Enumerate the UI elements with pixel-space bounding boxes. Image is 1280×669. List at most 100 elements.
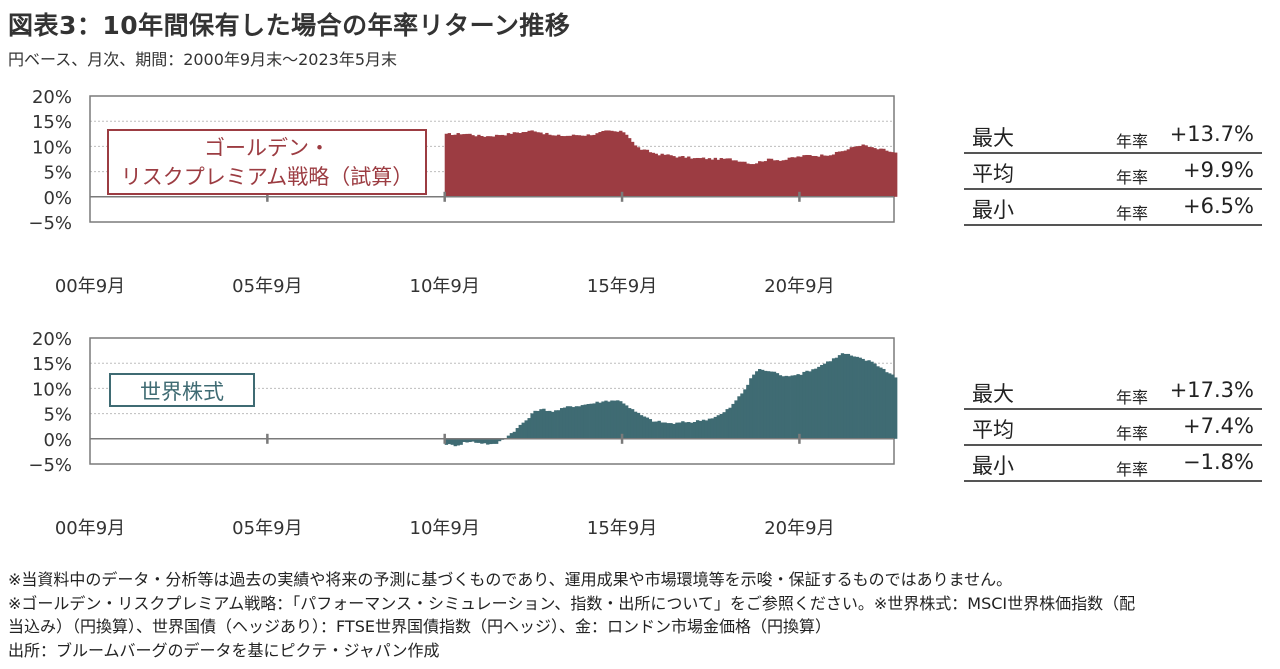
data-bar bbox=[879, 148, 883, 197]
data-bar bbox=[654, 153, 658, 197]
stat-row: 最大 年率 +17.3% bbox=[964, 374, 1262, 410]
data-bar bbox=[814, 155, 818, 197]
data-bar bbox=[539, 132, 543, 197]
data-bar bbox=[672, 156, 676, 197]
data-bar bbox=[524, 131, 528, 197]
data-bar bbox=[633, 411, 638, 439]
data-bar bbox=[447, 438, 452, 445]
data-bar bbox=[530, 413, 534, 439]
stat-row: 最大 年率 +13.7% bbox=[964, 118, 1262, 154]
data-bar bbox=[548, 410, 552, 439]
data-bar bbox=[565, 135, 570, 197]
data-bar bbox=[755, 163, 759, 197]
data-bar bbox=[710, 159, 715, 197]
data-bar bbox=[494, 438, 499, 444]
data-bar bbox=[663, 154, 667, 197]
data-bar bbox=[852, 356, 856, 439]
data-bar bbox=[592, 134, 596, 197]
data-bar bbox=[627, 138, 632, 197]
data-bar bbox=[799, 374, 803, 439]
data-bar bbox=[793, 375, 797, 439]
data-bar bbox=[837, 151, 842, 197]
series-label: ゴールデン・ bbox=[204, 136, 330, 160]
data-bar bbox=[725, 409, 729, 439]
data-bar bbox=[565, 406, 570, 439]
data-bar bbox=[474, 438, 478, 443]
data-bar bbox=[524, 420, 528, 439]
data-bar bbox=[766, 371, 771, 439]
data-bar bbox=[681, 421, 685, 439]
page-title: 図表3：10年間保有した場合の年率リターン推移 bbox=[8, 11, 571, 40]
data-bar bbox=[698, 158, 703, 197]
series-label: リスクプレミアム戦略（試算） bbox=[121, 165, 414, 189]
data-bar bbox=[758, 369, 762, 439]
data-bar bbox=[828, 361, 833, 439]
data-bar bbox=[627, 408, 632, 439]
data-bar bbox=[651, 421, 655, 439]
data-bar bbox=[716, 415, 721, 439]
data-bar bbox=[684, 422, 688, 439]
data-bar bbox=[577, 135, 582, 197]
y-tick-label: 15% bbox=[32, 112, 72, 133]
data-bar bbox=[846, 353, 851, 439]
data-bar bbox=[601, 130, 605, 197]
stat-value: +6.5% bbox=[1183, 194, 1254, 218]
data-bar bbox=[704, 159, 709, 197]
data-bar bbox=[820, 154, 824, 197]
data-bar bbox=[536, 410, 540, 439]
data-bar bbox=[713, 157, 718, 197]
data-bar bbox=[506, 435, 511, 439]
stat-unit: 年率 bbox=[1116, 424, 1149, 443]
data-bar bbox=[654, 421, 658, 439]
data-bar bbox=[477, 438, 481, 443]
data-bar bbox=[551, 411, 555, 439]
data-bar bbox=[846, 149, 851, 197]
data-bar bbox=[450, 438, 454, 445]
stat-label: 最小 bbox=[972, 198, 1014, 222]
series-label-box bbox=[107, 129, 427, 195]
data-bar bbox=[598, 132, 602, 197]
footnote-2: ※ゴールデン・リスクプレミアム戦略：「パフォーマンス・シミュレーション、指数・出… bbox=[8, 593, 1136, 613]
data-bar bbox=[480, 136, 484, 197]
data-bar bbox=[743, 161, 747, 197]
y-tick-label: −5% bbox=[28, 455, 72, 476]
data-bar bbox=[763, 161, 768, 197]
data-bar bbox=[852, 146, 856, 197]
data-bar bbox=[740, 161, 744, 197]
data-bar bbox=[642, 149, 647, 197]
data-bar bbox=[790, 375, 794, 439]
data-bar bbox=[746, 384, 750, 439]
data-bar bbox=[616, 400, 620, 439]
data-bar bbox=[888, 373, 892, 439]
data-bar bbox=[831, 358, 836, 439]
data-bar bbox=[772, 160, 777, 197]
data-bar bbox=[509, 433, 514, 439]
stat-value: +9.9% bbox=[1183, 158, 1254, 182]
data-bar bbox=[645, 417, 650, 439]
data-bar bbox=[669, 423, 673, 439]
stat-value: +13.7% bbox=[1169, 122, 1254, 146]
data-bar bbox=[882, 148, 886, 197]
data-bar bbox=[823, 363, 827, 439]
y-tick-label: 10% bbox=[32, 137, 72, 158]
data-bar bbox=[672, 423, 676, 439]
data-bar bbox=[574, 406, 579, 439]
data-bar bbox=[645, 149, 650, 197]
x-tick-label: 15年9月 bbox=[587, 276, 657, 297]
data-bar bbox=[698, 420, 703, 439]
data-bar bbox=[882, 368, 886, 439]
data-bar bbox=[778, 160, 783, 197]
data-bar bbox=[690, 422, 694, 439]
data-bar bbox=[828, 155, 833, 197]
chart-golden-risk-premium: 00年9月 05年9月 10年9月 15年9月 20年9月 20% 15% 10% 5% 0% −5… bbox=[28, 87, 898, 297]
data-bar bbox=[879, 367, 883, 439]
data-bar bbox=[734, 160, 738, 197]
series-0-area bbox=[444, 130, 898, 197]
stat-value: +17.3% bbox=[1169, 378, 1254, 402]
data-bar bbox=[701, 419, 706, 439]
data-bar bbox=[503, 135, 508, 197]
data-bar bbox=[707, 158, 712, 197]
x-tick-label: 05年9月 bbox=[232, 518, 302, 539]
data-bar bbox=[719, 158, 723, 197]
data-bar bbox=[586, 404, 590, 439]
